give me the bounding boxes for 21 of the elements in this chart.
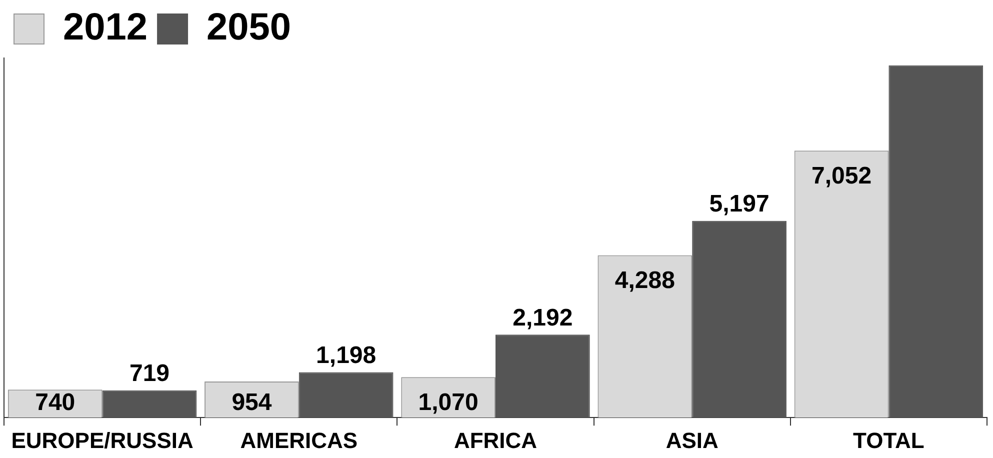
bar [496, 334, 590, 418]
bar [102, 390, 197, 418]
legend-label: 2050 [206, 6, 292, 48]
data-label: 4,288 [614, 266, 675, 294]
data-label: 5,197 [709, 190, 770, 218]
bar [692, 220, 786, 418]
bar [298, 372, 394, 418]
x-tick-label: TOTAL [853, 428, 924, 453]
data-label: 740 [35, 389, 76, 416]
data-label: 954 [232, 389, 272, 416]
data-label: 1,070 [418, 389, 478, 416]
data-label: 7,052 [811, 162, 872, 190]
bar [888, 65, 984, 418]
legend-label: 2012 [63, 6, 148, 48]
data-label: 719 [129, 360, 170, 388]
data-label: 2,192 [512, 304, 573, 332]
x-tick-label: ASIA [666, 428, 718, 453]
x-tick-label: AFRICA [454, 428, 538, 453]
x-tick-label: AMERICAS [240, 428, 358, 453]
x-tick-label: EUROPE/RUSSIA [11, 428, 194, 453]
data-label: 1,198 [316, 342, 376, 369]
